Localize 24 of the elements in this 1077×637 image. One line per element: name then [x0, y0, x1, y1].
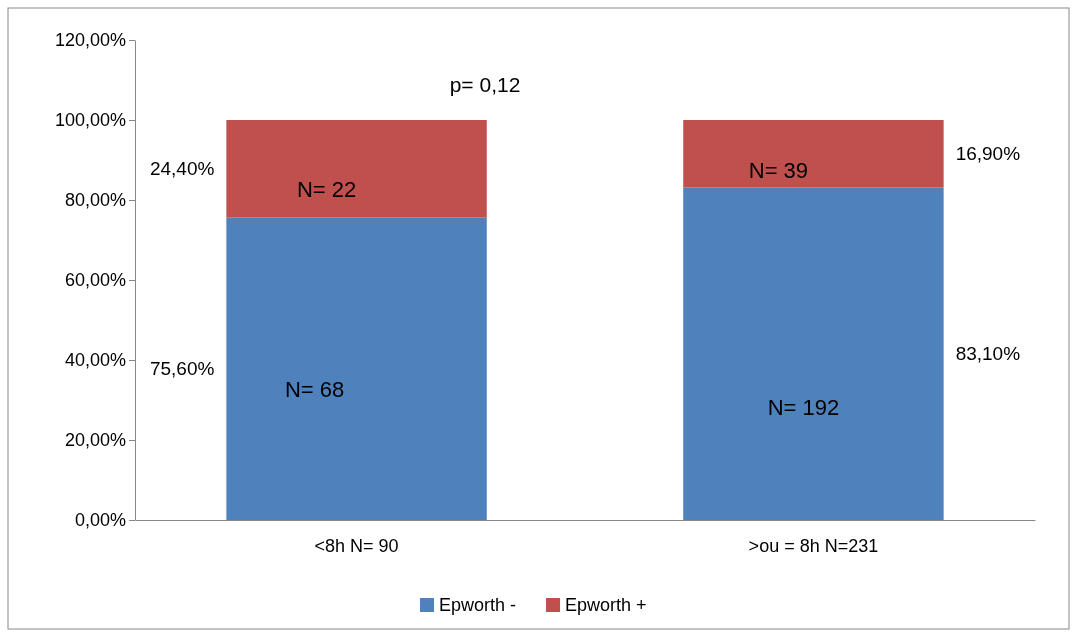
x-tick-label: >ou = 8h N=231: [748, 535, 879, 556]
y-tick-label: 40,00%: [64, 350, 126, 371]
y-tick-label: 120,00%: [54, 30, 126, 51]
y-tick-label: 20,00%: [64, 430, 126, 451]
annotation: N= 68: [284, 376, 345, 402]
y-tick-label: 80,00%: [64, 190, 126, 211]
annotation: 16,90%: [955, 143, 1021, 165]
annotation: N= 192: [767, 394, 840, 420]
annotation: N= 39: [748, 157, 809, 183]
annotation: 24,40%: [149, 158, 215, 180]
annotation: 75,60%: [149, 358, 215, 380]
annotation: p= 0,12: [449, 73, 521, 96]
bar: [683, 187, 944, 520]
legend-label: Epworth -: [439, 595, 517, 616]
bar: [226, 217, 487, 520]
bar: [683, 120, 944, 188]
y-tick-label: 60,00%: [64, 270, 126, 291]
annotation: 83,10%: [955, 343, 1021, 365]
x-tick-label: <8h N= 90: [314, 535, 399, 556]
annotation: N= 22: [296, 176, 357, 202]
y-tick-label: 0,00%: [74, 510, 126, 531]
legend-label: Epworth +: [565, 595, 647, 616]
y-tick-label: 100,00%: [54, 110, 126, 131]
bar: [226, 120, 487, 218]
